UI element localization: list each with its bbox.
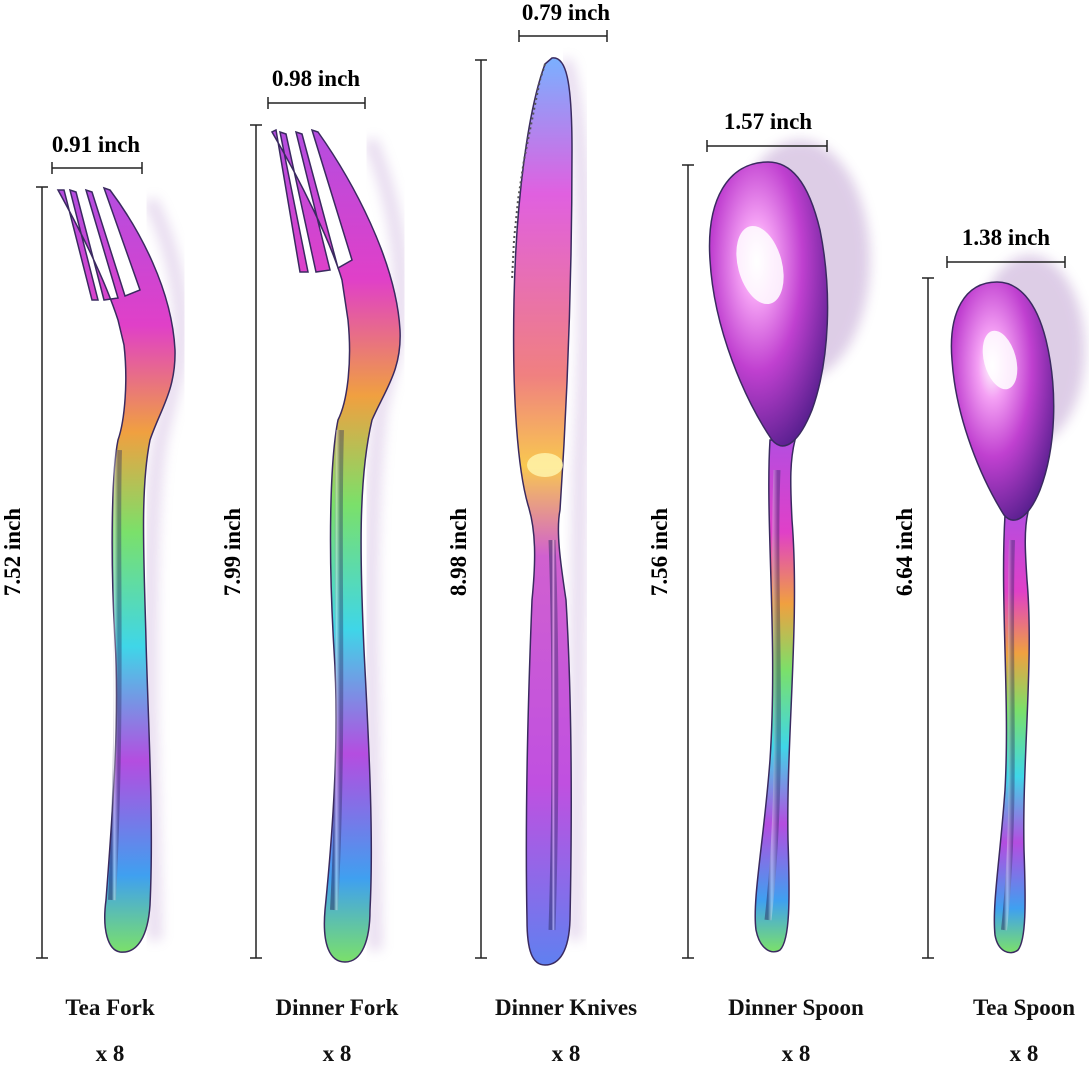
dinner-spoon-width-label: 1.57 inch [724,109,812,134]
dinner-knives-quantity: x 8 [551,1041,581,1066]
dinner-fork-length-label: 7.99 inch [220,508,245,596]
dinner-knife-width-label: 0.79 inch [522,0,610,25]
dinner-spoon-name: Dinner Spoon [728,995,864,1020]
tea-fork-length-label: 7.52 inch [0,508,25,596]
dinner-knife-length-label: 8.98 inch [446,508,471,596]
dinner-spoon-length-label: 7.56 inch [647,508,672,596]
tea-fork-quantity: x 8 [95,1041,125,1066]
fork-icon [270,128,408,963]
dinner-spoon-quantity: x 8 [781,1041,811,1066]
tea-fork-width-label: 0.91 inch [52,132,140,157]
dinner-fork-width-label: 0.98 inch [272,66,360,91]
dinner-fork-quantity: x 8 [322,1041,352,1066]
tea-spoon-quantity: x 8 [1009,1041,1039,1066]
dinner-fork [250,97,408,963]
tea-spoon-length-label: 6.64 inch [892,508,917,596]
tea-spoon-name: Tea Spoon [972,995,1076,1020]
dinner-knives-name: Dinner Knives [494,995,638,1020]
tea-fork [36,162,188,959]
knife-icon [511,57,592,966]
tea-spoon [922,255,1085,959]
spoon-icon [708,140,870,953]
tea-fork-name: Tea Fork [65,995,155,1020]
fork-icon [56,186,188,953]
spoon-icon [950,255,1085,954]
dinner-fork-name: Dinner Fork [275,995,399,1020]
dinner-knife [475,30,608,966]
tea-spoon-width-label: 1.38 inch [962,225,1050,250]
dinner-spoon [682,140,870,959]
